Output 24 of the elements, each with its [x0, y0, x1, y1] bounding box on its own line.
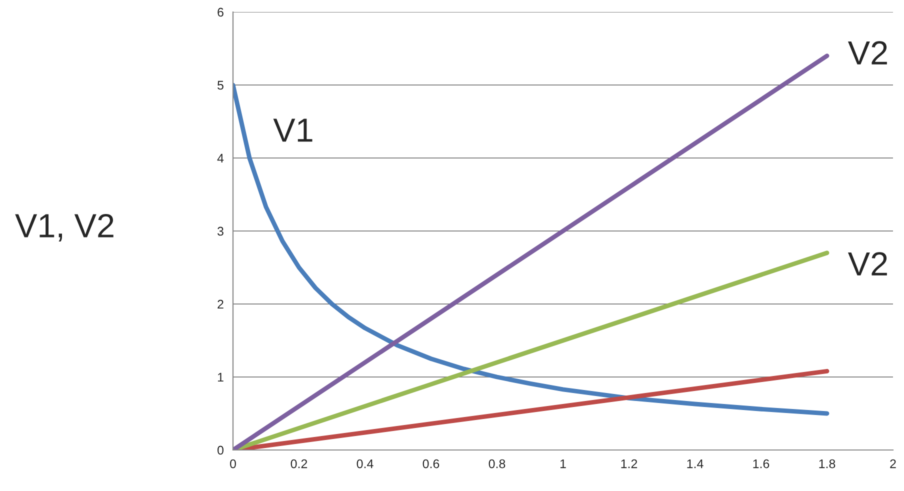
- y-tick-label: 2: [218, 300, 224, 309]
- x-tick-label: 1.6: [753, 459, 770, 468]
- y-tick-label: 6: [218, 8, 224, 17]
- y-tick-label: 3: [218, 226, 224, 236]
- x-tick-label: 0.8: [488, 459, 506, 468]
- y-tick-label: 0: [218, 446, 224, 455]
- series-label: V2: [848, 41, 887, 64]
- x-tick-label: 0.4: [356, 459, 374, 468]
- series-label: V2: [848, 252, 887, 276]
- x-tick-label: 1: [560, 459, 566, 468]
- x-tick-label: 0.6: [422, 459, 440, 468]
- x-tick-label: 0: [230, 459, 236, 468]
- x-tick-label: 1.4: [687, 459, 704, 468]
- y-axis-title: V1, V2: [15, 214, 114, 242]
- line-series: [233, 54, 830, 450]
- y-tick-label: 5: [218, 80, 224, 90]
- x-tick-label: 0.2: [290, 459, 308, 468]
- x-tick-label: 1.8: [819, 459, 836, 468]
- line-series: [233, 82, 830, 416]
- y-tick-label: 1: [218, 372, 224, 382]
- y-tick-label: 4: [217, 154, 224, 163]
- x-tick-label: 2: [890, 459, 896, 468]
- x-tick-label: 1.2: [621, 459, 638, 468]
- series-label: V1: [273, 118, 312, 142]
